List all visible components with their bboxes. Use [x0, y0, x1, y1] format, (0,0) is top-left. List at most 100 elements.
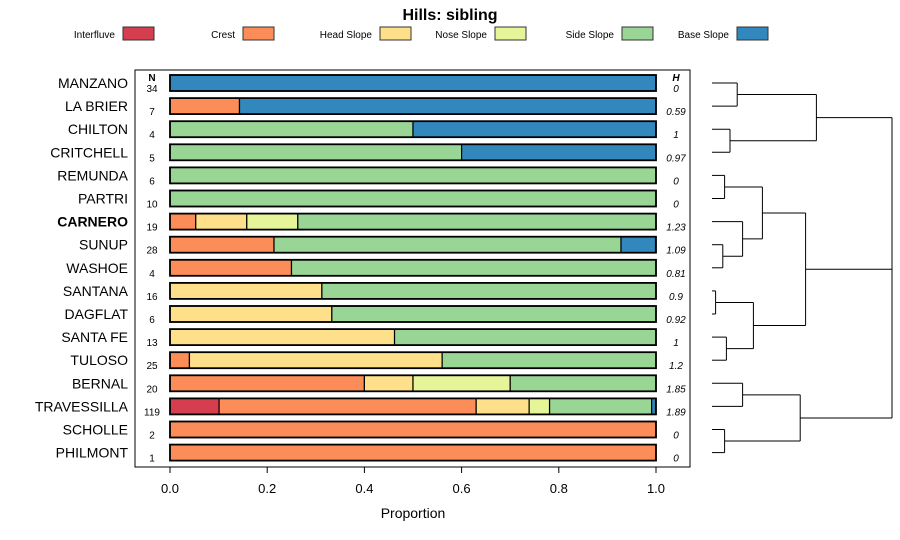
legend-swatch — [122, 26, 155, 41]
bar-row: SUNUP 28 1.09 — [79, 235, 686, 257]
bar-segment-head-slope — [475, 397, 530, 415]
bar-outline — [169, 235, 657, 254]
legend-swatch — [379, 26, 412, 41]
bar-row: REMUNDA 6 0 — [57, 166, 679, 187]
n-value: 4 — [149, 269, 155, 280]
x-axis: 0.0 0.2 0.4 0.6 0.8 1.0 — [161, 467, 665, 496]
h-value: 1.23 — [666, 223, 686, 234]
bar-outline — [169, 258, 657, 277]
n-value: 7 — [149, 107, 155, 118]
bar-segment-side-slope — [548, 397, 653, 415]
h-value: 0 — [673, 200, 679, 211]
bar-row: TULOSO 25 1.2 — [70, 351, 683, 372]
bar-segment-base-slope — [238, 97, 657, 115]
bar-segment-side-slope — [393, 328, 657, 346]
legend-label: Base Slope — [678, 30, 730, 41]
bar-segment-head-slope — [195, 213, 248, 231]
bar-segment-side-slope — [321, 282, 657, 300]
bar-row: PHILMONT 1 0 — [56, 443, 679, 465]
legend-label: Side Slope — [566, 30, 615, 41]
bar-segment-crest — [169, 351, 191, 369]
bar-segment-base-slope — [620, 236, 657, 254]
x-tick-label: 0.6 — [453, 481, 471, 496]
h-value: 0 — [673, 431, 679, 442]
h-value: 1 — [673, 338, 679, 349]
bar-outline — [169, 443, 657, 462]
row-label: TULOSO — [70, 352, 128, 368]
bar-row: MANZANO 34 0 — [58, 74, 679, 95]
row-label: CRITCHELL — [50, 144, 128, 160]
bar-segment-side-slope — [169, 143, 463, 161]
row-label: BERNAL — [72, 375, 128, 391]
bar-segment-crest — [169, 420, 657, 439]
x-tick-label: 0.2 — [258, 481, 276, 496]
bar-outline — [169, 97, 657, 115]
bar-row: SCHOLLE 2 0 — [63, 420, 679, 442]
row-label: PARTRI — [78, 191, 128, 207]
n-value: 28 — [146, 246, 158, 257]
n-value: 1 — [149, 454, 155, 465]
bar-segment-base-slope — [169, 74, 657, 92]
legend-swatch — [494, 26, 527, 41]
h-value: 0.59 — [666, 107, 686, 118]
dendrogram — [712, 82, 893, 454]
plot-panel — [134, 69, 691, 468]
legend-label: Crest — [211, 30, 235, 41]
chart-title: Hills: sibling — [402, 7, 497, 24]
x-axis-label: Proportion — [381, 505, 446, 521]
n-value: 19 — [146, 223, 158, 234]
bar-segment-side-slope — [169, 120, 414, 138]
bar-segment-crest — [169, 213, 197, 231]
bar-segment-side-slope — [441, 351, 657, 369]
row-label: TRAVESSILLA — [35, 398, 129, 414]
legend-label: Head Slope — [320, 30, 373, 41]
n-value: 25 — [146, 361, 158, 372]
bar-row: LA BRIER 7 0.59 — [65, 97, 686, 118]
n-value: 4 — [149, 130, 155, 141]
legend-swatch — [242, 26, 275, 41]
n-value: 6 — [149, 176, 155, 187]
bar-row: TRAVESSILLA 119 1.89 — [35, 397, 686, 418]
bar-outline — [169, 374, 657, 393]
bar-segment-side-slope — [331, 305, 657, 323]
bar-row: WASHOE 4 0.81 — [66, 258, 686, 280]
x-tick-label: 0.0 — [161, 481, 179, 496]
h-value: 0.97 — [666, 153, 686, 164]
h-value: 1.2 — [669, 361, 683, 372]
row-label: DAGFLAT — [64, 306, 128, 322]
h-value: 0.81 — [666, 269, 685, 280]
bar-outline — [169, 212, 657, 231]
row-label: PHILMONT — [56, 445, 129, 461]
bar-segment-nose-slope — [528, 397, 551, 415]
bar-segment-crest — [218, 397, 477, 415]
bar-segment-side-slope — [290, 259, 657, 277]
bar-outline — [169, 420, 657, 439]
bar-outline — [169, 281, 657, 300]
bar-row: SANTANA 16 0.9 — [63, 281, 683, 303]
legend-label: Nose Slope — [435, 30, 487, 41]
h-value: 1.89 — [666, 407, 686, 418]
bar-segment-base-slope — [412, 120, 657, 138]
bar-row: SANTA FE 13 1 — [61, 328, 679, 349]
bar-segment-crest — [169, 97, 241, 115]
h-header: H — [672, 73, 680, 84]
n-value: 119 — [144, 407, 160, 418]
n-value: 34 — [146, 84, 158, 95]
bar-row: CHILTON 4 1 — [68, 120, 679, 141]
bar-outline — [169, 74, 657, 92]
row-label: WASHOE — [66, 260, 128, 276]
n-value: 5 — [149, 153, 155, 164]
bar-segment-crest — [169, 236, 275, 254]
bar-segment-nose-slope — [246, 213, 299, 231]
bar-outline — [169, 143, 657, 162]
x-tick-label: 0.4 — [355, 481, 373, 496]
bar-row: PARTRI 10 0 — [78, 189, 679, 211]
bar-segment-nose-slope — [412, 374, 511, 392]
legend-label: Interfluve — [74, 30, 116, 41]
bar-outline — [169, 397, 657, 416]
h-value: 1.85 — [666, 384, 686, 395]
bar-segment-side-slope — [509, 374, 657, 392]
h-value: 0.9 — [669, 292, 683, 303]
bar-segment-crest — [169, 374, 365, 392]
h-value: 1.09 — [666, 246, 686, 257]
